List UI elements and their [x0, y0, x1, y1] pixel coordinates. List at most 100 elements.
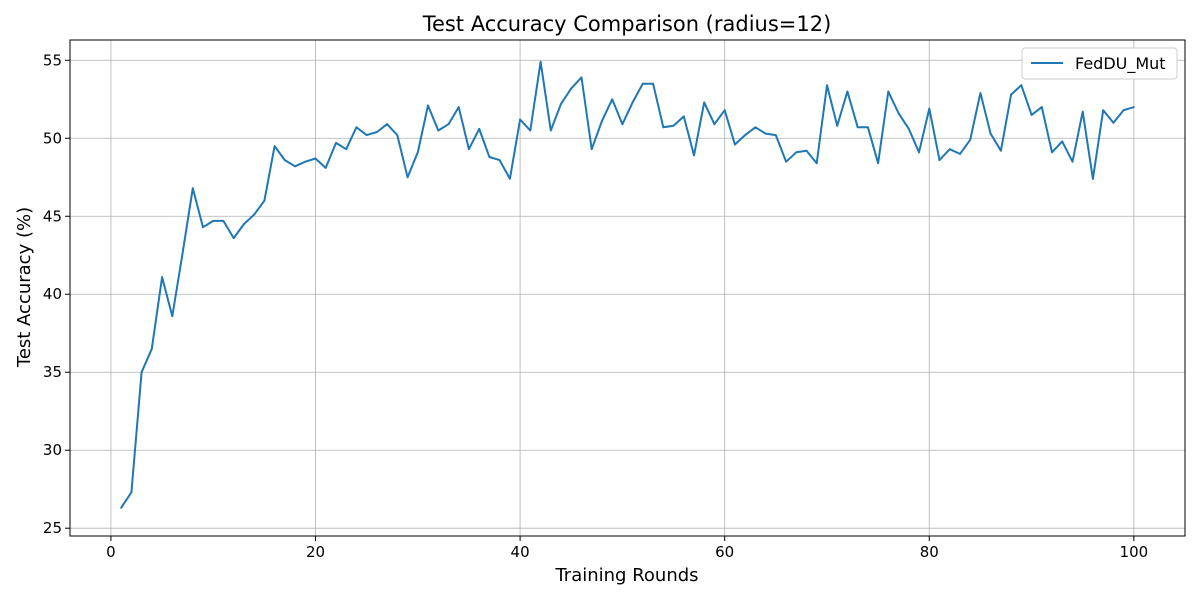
data-point — [396, 134, 399, 137]
legend-box — [1021, 47, 1178, 80]
data-point — [130, 491, 133, 494]
data-point — [263, 199, 266, 202]
x-tick-label: 60 — [715, 543, 734, 561]
data-point — [406, 176, 409, 179]
data-point — [447, 123, 450, 126]
data-point — [672, 124, 675, 127]
data-point — [846, 90, 849, 93]
data-point — [959, 153, 961, 155]
data-point — [1030, 114, 1033, 116]
chart-title: Test Accuracy Comparison (radius=12) — [422, 12, 832, 36]
data-point — [580, 76, 583, 79]
data-point — [120, 507, 122, 509]
data-point — [232, 237, 235, 240]
data-point — [682, 115, 685, 118]
data-point — [805, 149, 808, 152]
data-point — [1051, 151, 1053, 154]
data-point — [1122, 109, 1125, 112]
series-line-0 — [120, 60, 1135, 509]
data-point — [979, 92, 982, 94]
data-point — [498, 159, 501, 162]
data-point — [468, 148, 470, 151]
data-point — [867, 126, 869, 129]
data-point — [202, 226, 204, 229]
data-point — [1000, 149, 1002, 152]
y-axis-label: Test Accuracy (%) — [14, 207, 35, 368]
data-point — [294, 165, 296, 168]
data-point — [611, 98, 614, 101]
grid — [70, 40, 1185, 536]
data-point — [1061, 140, 1064, 143]
y-tick-label: 45 — [43, 207, 62, 225]
data-point — [897, 112, 900, 115]
data-point — [948, 148, 951, 151]
data-point — [273, 145, 276, 148]
data-point — [631, 101, 634, 104]
y-tick-label: 30 — [43, 441, 62, 459]
y-tick-label: 40 — [43, 285, 62, 303]
data-point — [713, 123, 716, 126]
data-point — [191, 187, 194, 190]
data-point — [150, 347, 153, 350]
data-point — [662, 126, 665, 129]
legend: FedDU_Mut — [1021, 47, 1178, 80]
data-point — [335, 142, 337, 144]
data-point — [519, 118, 521, 121]
data-point — [938, 159, 941, 162]
data-point — [365, 134, 368, 137]
data-point — [314, 157, 317, 160]
y-tick-label: 50 — [43, 129, 62, 147]
data-point — [652, 82, 654, 85]
data-point — [856, 126, 859, 129]
data-point — [703, 101, 706, 104]
data-point — [345, 148, 348, 151]
x-tick-label: 20 — [306, 543, 325, 561]
data-point — [1020, 84, 1023, 87]
data-point — [222, 220, 225, 222]
data-point — [253, 213, 256, 216]
data-point — [836, 124, 839, 127]
data-point — [764, 132, 767, 135]
data-point — [693, 154, 695, 157]
ticks: 0 20 40 60 80 100 25 30 35 40 45 50 55 — [43, 51, 1148, 561]
x-tick-label: 80 — [920, 543, 939, 561]
data-point — [181, 252, 184, 255]
data-point — [907, 127, 910, 130]
data-point — [1133, 106, 1135, 108]
data-point — [488, 156, 491, 158]
legend-label: FedDU_Mut — [1075, 54, 1166, 74]
data-point — [601, 120, 603, 122]
data-point — [887, 90, 890, 93]
data-point — [509, 177, 511, 180]
data-point — [560, 103, 562, 105]
data-point — [416, 151, 419, 154]
data-point — [1040, 106, 1043, 108]
x-tick-label: 100 — [1120, 543, 1149, 561]
data-point — [457, 106, 460, 108]
plot-frame — [69, 39, 1186, 537]
data-point — [376, 131, 378, 133]
data-point — [304, 160, 307, 163]
data-point — [386, 123, 388, 126]
data-point — [928, 107, 931, 110]
data-point — [324, 167, 327, 169]
data-point — [621, 123, 624, 126]
data-point — [1102, 109, 1105, 112]
data-point — [641, 82, 644, 85]
data-point — [754, 126, 757, 129]
data-point — [918, 151, 920, 154]
data-point — [1071, 160, 1074, 163]
data-point — [427, 104, 429, 107]
data-point — [243, 223, 245, 226]
data-point — [283, 159, 286, 162]
data-point — [539, 60, 542, 63]
y-tick-label: 25 — [43, 519, 62, 537]
data-point — [774, 134, 777, 137]
data-point — [723, 109, 726, 112]
data-point — [1112, 121, 1115, 124]
data-point — [437, 129, 440, 132]
data-point — [969, 138, 972, 141]
data-point — [478, 127, 481, 130]
